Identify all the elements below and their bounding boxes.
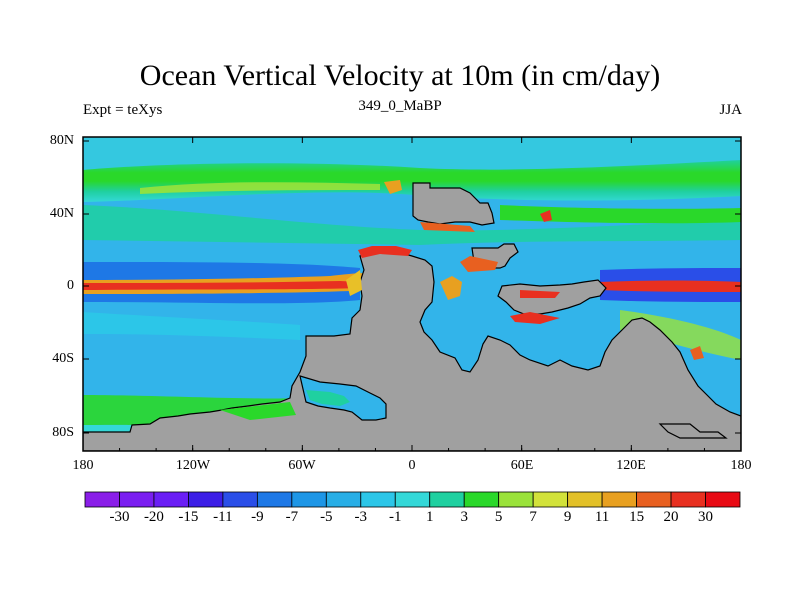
colorbar-label: -15 (178, 509, 199, 525)
x-tick-label: 60E (510, 458, 534, 473)
colorbar-swatch (532, 491, 569, 508)
plot-area (83, 137, 741, 451)
colorbar (84, 491, 741, 508)
axis-ticks (82, 137, 742, 451)
north-green-band (83, 160, 741, 202)
western-sea-inlet (306, 390, 350, 406)
colorbar-swatch (463, 491, 500, 508)
colorbar-swatch (670, 491, 706, 508)
southeast-land (658, 423, 728, 439)
colorbar-label: 3 (460, 509, 468, 525)
colorbar-swatch (291, 491, 327, 508)
colorbar-label: 30 (698, 509, 714, 525)
colorbar-swatch (394, 491, 431, 508)
colorbar-label: -1 (389, 509, 402, 525)
land-masses (83, 182, 741, 451)
colorbar-label: 9 (563, 509, 572, 525)
northern-continent (412, 182, 495, 226)
north-yellow-streak (140, 182, 380, 194)
x-tick-label: 0 (408, 458, 416, 473)
y-tick-label: 0 (67, 278, 74, 293)
y-tick-label: 80S (52, 425, 74, 440)
colorbar-swatch (567, 491, 603, 508)
central-continent (83, 251, 741, 451)
y-tick-label: 40S (52, 351, 74, 366)
colorbar-label: -3 (354, 509, 368, 525)
colorbar-swatch (705, 491, 741, 508)
colorbar-label: -9 (251, 509, 264, 525)
coastal-hotspots (346, 180, 704, 360)
x-tick-label: 120W (175, 458, 211, 473)
colorbar-swatch (325, 491, 362, 508)
season-label: JJA (719, 102, 742, 118)
experiment-label: Expt = teXys (83, 102, 163, 118)
east-equatorial-upwelling (600, 280, 741, 292)
colorbar-swatch (84, 491, 120, 508)
colorbar-label: -7 (285, 509, 299, 525)
x-tick-label: 180 (72, 458, 94, 473)
x-tick-label: 180 (730, 458, 752, 473)
x-tick-label: 60W (288, 458, 316, 473)
colorbar-swatch (153, 491, 189, 508)
colorbar-swatch (119, 491, 155, 508)
colorbar-swatch (636, 491, 672, 508)
colorbar-swatch (222, 491, 258, 508)
south-green-band (83, 312, 300, 340)
colorbar-swatch (601, 491, 637, 508)
colorbar-label: -5 (320, 509, 333, 525)
east-north-band (500, 205, 741, 224)
colorbar-label: 20 (663, 509, 679, 525)
plot-title: Ocean Vertical Velocity at 10m (in cm/da… (139, 59, 661, 92)
southwest-green-sea (220, 402, 296, 420)
colorbar-swatch (498, 491, 534, 508)
colorbar-label: 1 (425, 509, 434, 525)
colorbar-label: 11 (594, 509, 610, 525)
colorbar-swatch (188, 491, 224, 508)
colorbar-label: -30 (109, 509, 130, 525)
colorbar-swatch (360, 491, 396, 508)
x-tick-label: 120E (616, 458, 646, 473)
colorbar-label: 15 (629, 509, 645, 525)
colorbar-label: 5 (494, 509, 503, 525)
mid-north-teal (83, 205, 741, 245)
colorbar-label: -11 (213, 509, 233, 525)
equatorial-upwelling-core (83, 281, 360, 290)
colorbar-swatch (256, 491, 293, 508)
time-label: 349_0_MaBP (358, 98, 442, 114)
colorbar-label: 7 (529, 509, 537, 525)
y-tick-label: 40N (49, 206, 74, 221)
colorbar-label: -20 (143, 509, 164, 525)
colorbar-swatch (429, 491, 465, 508)
y-tick-label: 80N (49, 133, 74, 148)
